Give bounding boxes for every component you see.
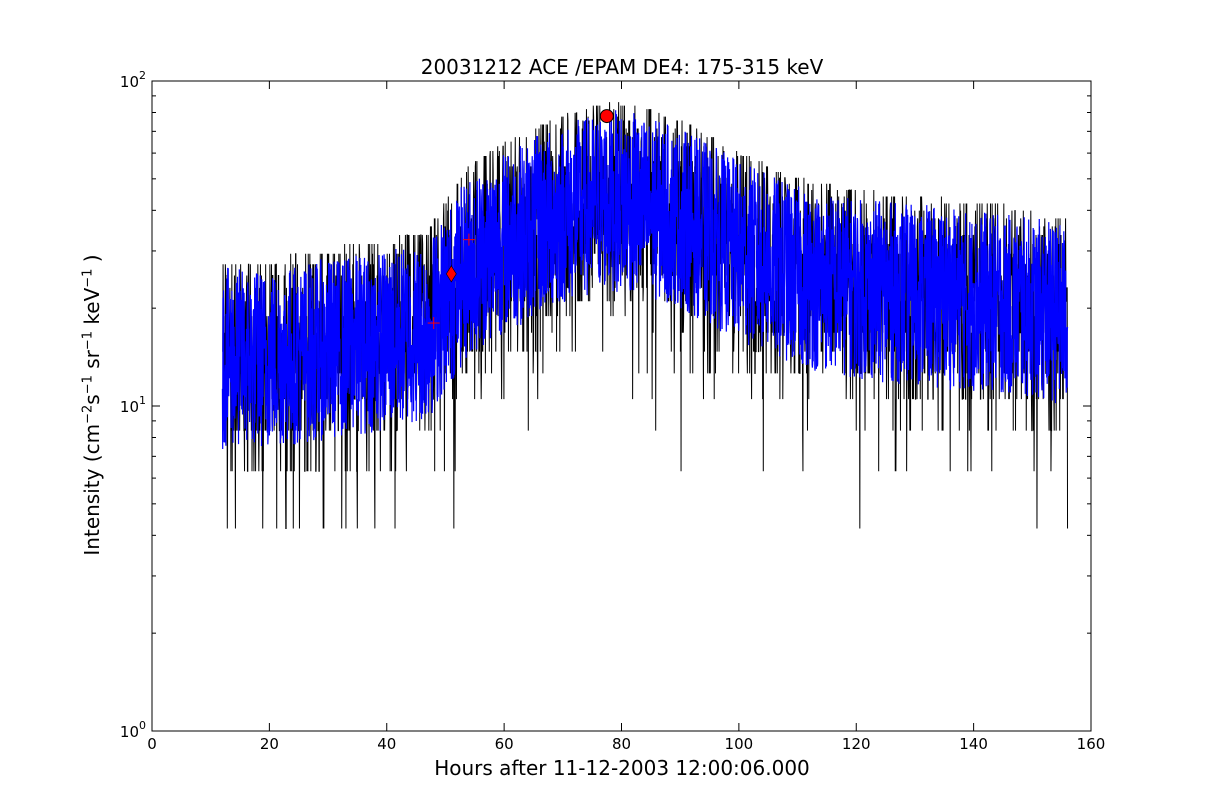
smoothed-intensity-line [221, 110, 1069, 449]
y-tick-label: 101 [120, 394, 146, 416]
peak-circle-marker [599, 109, 614, 124]
x-tick-label: 80 [612, 735, 631, 753]
y-label-exp: −1 [80, 268, 96, 288]
y-tick-label: 102 [120, 69, 146, 91]
y-tick-label: 100 [120, 719, 146, 741]
plus-marker [427, 317, 440, 330]
y-label-part: ) [80, 254, 104, 269]
x-tick-label: 20 [260, 735, 279, 753]
x-axis-label: Hours after 11-12-2003 12:00:06.000 [434, 756, 810, 780]
x-tick-label: 140 [959, 735, 988, 753]
y-label-part: s [80, 394, 104, 405]
x-tick-label: 40 [377, 735, 396, 753]
x-tick-label: 120 [842, 735, 871, 753]
diamond-marker [445, 265, 457, 283]
y-label-exp: −2 [80, 404, 96, 424]
smoothed-intensity-series [221, 110, 1069, 449]
plus-marker [462, 233, 475, 246]
chart-title: 20031212 ACE /EPAM DE4: 175-315 keV [420, 55, 824, 79]
x-tick-label: 0 [147, 735, 157, 753]
x-tick-label: 60 [495, 735, 514, 753]
y-label-part: Intensity (cm [80, 423, 104, 556]
y-label-exp: −1 [80, 375, 96, 395]
y-axis-label: Intensity (cm−2s−1 sr−1 keV−1 ) [80, 254, 104, 555]
y-label-part: keV [80, 287, 104, 331]
y-axis-ticks: 100 101 102 [120, 69, 1091, 741]
x-tick-label: 100 [725, 735, 754, 753]
x-tick-label: 160 [1077, 735, 1106, 753]
x-axis-ticks: 0 20 40 60 80 100 120 140 160 [147, 81, 1105, 753]
y-label-part: sr [80, 350, 104, 376]
y-label-exp: −1 [80, 330, 96, 351]
event-markers [427, 109, 614, 330]
